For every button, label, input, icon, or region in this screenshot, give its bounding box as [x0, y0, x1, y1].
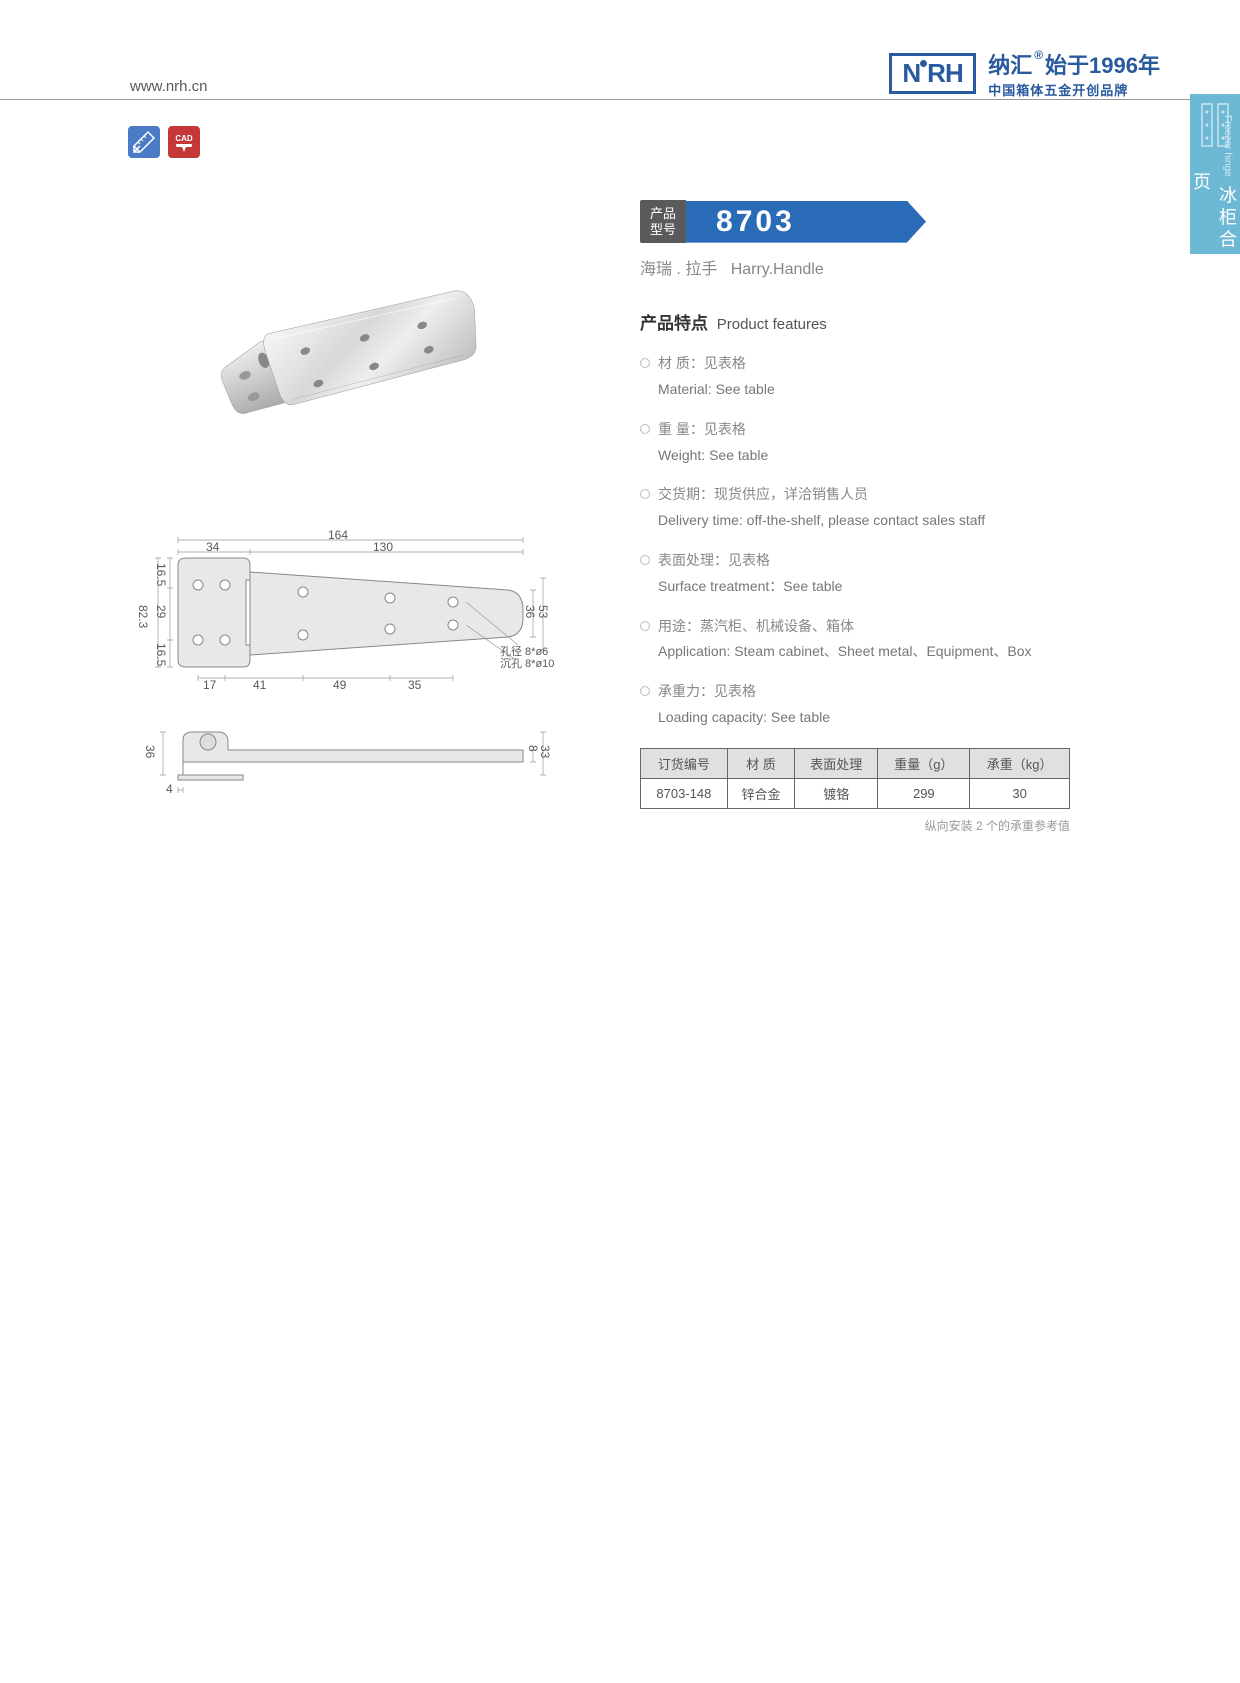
table-row: 8703-148 锌合金 镀铬 299 30 — [641, 778, 1070, 808]
table-footnote: 纵向安装 2 个的承重参考值 — [640, 817, 1070, 834]
dim-label: 34 — [206, 540, 219, 554]
dim-label: 36 — [523, 605, 537, 618]
dim-label: 33 — [538, 745, 552, 758]
feature-item: 材 质：见表格Material: See table — [640, 352, 1070, 402]
dim-label: 82.3 — [136, 605, 150, 628]
table-header-row: 订货编号 材 质 表面处理 重量（g） 承重（kg） — [641, 748, 1070, 778]
site-url: www.nrh.cn — [130, 78, 208, 95]
hinge-icon — [1198, 100, 1232, 150]
features-heading: 产品特点 Product features — [640, 309, 1070, 334]
model-badge: 产品型号8703 — [640, 200, 1070, 243]
dim-label: 16.5 — [154, 643, 168, 666]
model-label: 产品型号 — [640, 200, 686, 243]
page-header: www.nrh.cn NRH 纳汇®始于1996年 中国箱体五金开创品牌 — [0, 48, 1240, 100]
dim-label: 53 — [536, 605, 550, 618]
spec-table: 订货编号 材 质 表面处理 重量（g） 承重（kg） 8703-148 锌合金 … — [640, 748, 1070, 809]
product-visuals: 164 34 130 82.3 16.5 29 16.5 36 53 17 41… — [128, 200, 568, 800]
dim-label: 130 — [373, 540, 393, 554]
product-subtitle: 海瑞 . 拉手 Harry.Handle — [640, 255, 1070, 279]
product-photo — [168, 220, 528, 480]
dim-label: 17 — [203, 678, 216, 692]
feature-item: 表面处理：见表格Surface treatment：See table — [640, 549, 1070, 599]
model-number: 8703 — [686, 201, 926, 243]
feature-item: 重 量：见表格Weight: See table — [640, 418, 1070, 468]
nrh-logo-box: NRH — [889, 53, 975, 94]
svg-text:CAD: CAD — [176, 134, 194, 143]
product-info: 产品型号8703 海瑞 . 拉手 Harry.Handle 产品特点 Produ… — [640, 200, 1070, 834]
brand-tagline: 纳汇®始于1996年 中国箱体五金开创品牌 — [988, 48, 1160, 99]
technical-drawing-side: 36 4 8 33 — [128, 720, 558, 800]
dim-label: 164 — [328, 528, 348, 542]
technical-drawing-top: 164 34 130 82.3 16.5 29 16.5 36 53 17 41… — [128, 510, 558, 690]
feature-item: 用途：蒸汽柜、机械设备、箱体Application: Steam cabinet… — [640, 615, 1070, 665]
measure-icon[interactable] — [128, 126, 160, 158]
dim-label: 35 — [408, 678, 421, 692]
dim-label: 4 — [166, 782, 173, 796]
cad-icon[interactable]: CAD — [168, 126, 200, 158]
feature-list: 材 质：见表格Material: See table 重 量：见表格Weight… — [640, 352, 1070, 730]
toolbar: CAD — [128, 126, 204, 158]
dim-label: 16.5 — [154, 563, 168, 586]
dim-label: 41 — [253, 678, 266, 692]
dim-label: 29 — [154, 605, 168, 618]
feature-item: 交货期：现货供应，详洽销售人员Delivery time: off-the-sh… — [640, 483, 1070, 533]
feature-item: 承重力：见表格Loading capacity: See table — [640, 680, 1070, 730]
dim-label: 49 — [333, 678, 346, 692]
dim-label: 36 — [143, 745, 157, 758]
brand-logo: NRH 纳汇®始于1996年 中国箱体五金开创品牌 — [889, 48, 1160, 99]
dim-label: 沉孔 8*ø10 — [500, 655, 554, 671]
